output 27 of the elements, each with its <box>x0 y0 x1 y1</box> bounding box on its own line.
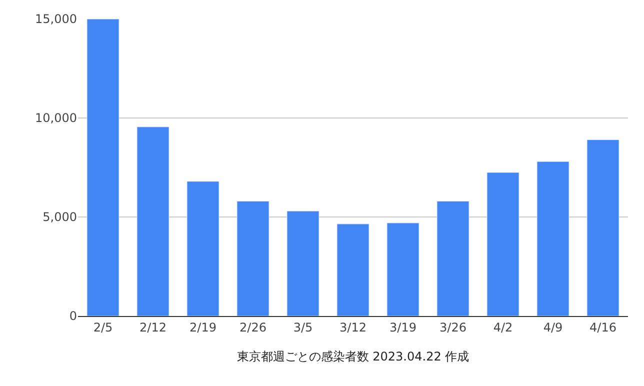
bar <box>236 200 270 316</box>
x-axis-title: 東京都週ごとの感染者数 2023.04.22 作成 <box>236 349 470 364</box>
x-tick-label: 2/5 <box>93 320 113 334</box>
x-tick-label: 3/19 <box>390 320 416 334</box>
x-tick-label: 2/26 <box>240 320 266 334</box>
y-tick-label: 5,000 <box>42 210 77 224</box>
x-tick-label: 2/12 <box>140 320 166 334</box>
x-tick-label: 3/5 <box>293 320 313 334</box>
bar <box>386 222 420 316</box>
y-tick-label: 10,000 <box>35 111 77 126</box>
bar <box>86 19 120 316</box>
bar <box>536 161 570 316</box>
x-tick-label: 3/12 <box>340 320 366 334</box>
x-tick-label: 4/2 <box>493 320 513 334</box>
bar <box>436 200 470 316</box>
y-tick-label: 0 <box>69 309 77 324</box>
bar <box>286 210 320 316</box>
bar <box>336 224 370 316</box>
bar <box>186 181 220 316</box>
x-tick-label: 4/16 <box>590 320 616 334</box>
x-tick-label: 4/9 <box>543 320 563 334</box>
y-tick-label: 15,000 <box>35 12 77 26</box>
bar <box>136 126 170 316</box>
x-tick-label: 3/26 <box>440 320 466 334</box>
bar <box>586 140 620 316</box>
bar <box>486 172 520 316</box>
x-tick-label: 2/19 <box>190 320 216 334</box>
